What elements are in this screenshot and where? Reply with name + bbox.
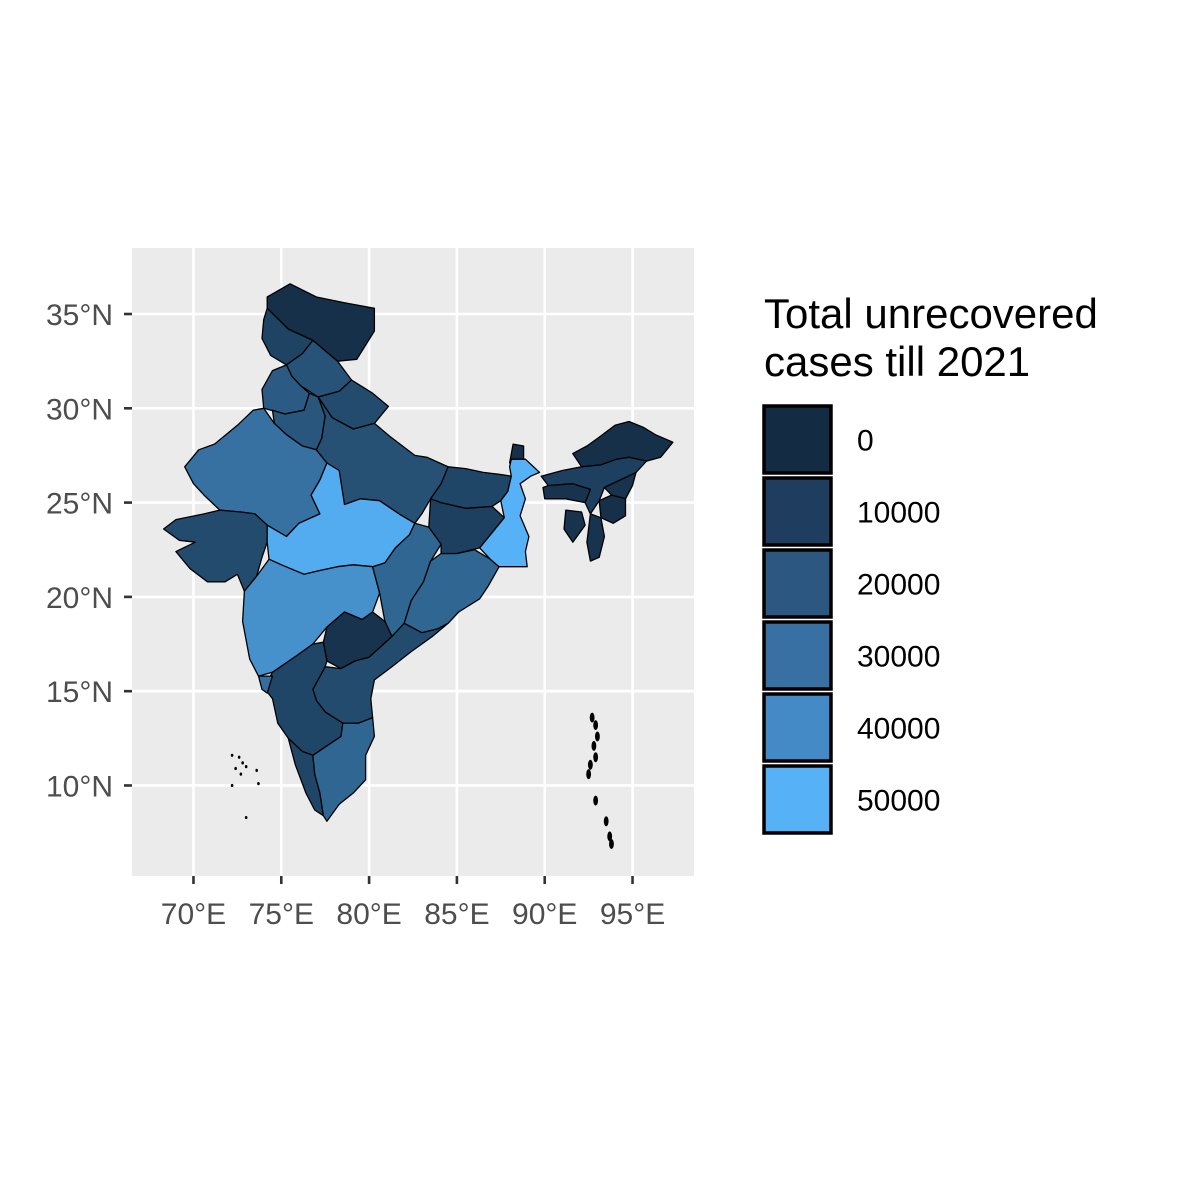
legend-key-40000 xyxy=(762,692,833,763)
legend-key-20000 xyxy=(762,548,833,619)
island-dot xyxy=(239,772,243,776)
island-dot xyxy=(230,783,234,788)
island-dot xyxy=(593,720,599,731)
state-tripura: Tripura xyxy=(563,509,586,543)
island-dot xyxy=(591,740,597,751)
legend-label-0: 0 xyxy=(857,425,874,458)
y-tick-label: 30°N xyxy=(46,393,113,426)
state-mizoram: Mizoram xyxy=(586,513,606,562)
legend-key-10000 xyxy=(762,476,833,547)
x-tick-label: 95°E xyxy=(600,898,665,931)
y-tick-label: 10°N xyxy=(46,770,113,803)
islands-lakshadweep: Lakshadweep xyxy=(230,753,260,820)
state-west-bengal: West Bengal xyxy=(479,458,541,568)
state-sikkim: Sikkim xyxy=(508,443,525,464)
state-uttar-pradesh: Uttar Pradesh xyxy=(315,396,449,524)
island-dot xyxy=(607,831,613,842)
x-tick-label: 90°E xyxy=(512,898,577,931)
island-dot xyxy=(593,795,599,806)
island-dot xyxy=(593,752,599,763)
island-dot xyxy=(603,816,609,827)
legend-key-50000 xyxy=(762,764,833,835)
state-polygons: LadakhJammu and KashmirHimachal PradeshP… xyxy=(162,283,674,822)
island-dot xyxy=(234,766,237,771)
island-dot xyxy=(244,765,248,769)
island-dot xyxy=(237,755,241,759)
legend-key-0 xyxy=(762,404,833,475)
legend-label-40000: 40000 xyxy=(857,713,940,746)
legend-title-line-1: Total unrecovered xyxy=(764,290,1098,337)
y-tick-label: 15°N xyxy=(46,676,113,709)
state-goa: Goa xyxy=(257,675,274,694)
island-dot xyxy=(587,759,593,770)
x-tick-label: 85°E xyxy=(424,898,489,931)
island-dot xyxy=(609,838,614,849)
x-tick-label: 75°E xyxy=(249,898,314,931)
x-tick-label: 70°E xyxy=(161,898,226,931)
island-dot xyxy=(255,768,258,772)
island-markers: Andaman and Nicobar Islands Lakshadweep xyxy=(230,712,614,849)
y-tick-label: 35°N xyxy=(46,299,113,332)
island-dot xyxy=(241,761,244,765)
legend-label-20000: 20000 xyxy=(857,569,940,602)
island-dot xyxy=(244,815,248,820)
island-dot xyxy=(586,769,592,780)
island-dot xyxy=(230,753,234,757)
y-tick-label: 20°N xyxy=(46,582,113,615)
island-dot xyxy=(595,731,600,742)
axes: 70°E 75°E 80°E 85°E 90°E 95°E 10°N 15°N 20°N 25°N… xyxy=(46,299,665,931)
legend-label-10000: 10000 xyxy=(857,497,940,530)
x-tick-label: 80°E xyxy=(336,898,401,931)
legend: Total unrecovered cases till 2021 0 10000… xyxy=(762,290,1098,835)
islands-andaman-and-nicobar-islands: Andaman and Nicobar Islands xyxy=(586,712,614,849)
legend-keys: 0 10000 20000 30000 40000 50000 xyxy=(762,404,940,835)
legend-key-30000 xyxy=(762,620,833,691)
island-dot xyxy=(257,781,260,786)
island-dot xyxy=(589,712,595,723)
state-meghalaya: Meghalaya xyxy=(542,483,592,504)
y-tick-label: 25°N xyxy=(46,488,113,521)
legend-title-line-2: cases till 2021 xyxy=(764,338,1030,385)
legend-label-50000: 50000 xyxy=(857,785,940,818)
legend-label-30000: 30000 xyxy=(857,641,940,674)
state-tamil-nadu: Tamil Nadu xyxy=(312,716,376,822)
